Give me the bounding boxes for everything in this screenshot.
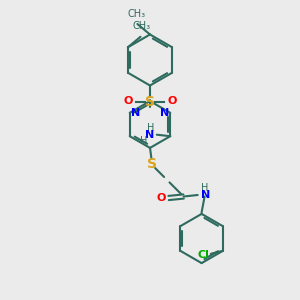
Text: N: N [145, 130, 154, 140]
Text: S: S [145, 95, 155, 109]
Text: Cl: Cl [197, 250, 209, 260]
Text: O: O [167, 96, 177, 106]
Text: O: O [123, 96, 133, 106]
Text: O: O [156, 193, 166, 203]
Text: CH₃: CH₃ [128, 9, 146, 19]
Text: H: H [201, 183, 208, 194]
Text: N: N [202, 190, 211, 200]
Text: N: N [160, 108, 170, 118]
Text: H: H [140, 136, 148, 146]
Text: CH₃: CH₃ [132, 21, 150, 32]
Text: S: S [146, 158, 157, 171]
Text: H: H [147, 123, 154, 133]
Text: N: N [130, 108, 140, 118]
